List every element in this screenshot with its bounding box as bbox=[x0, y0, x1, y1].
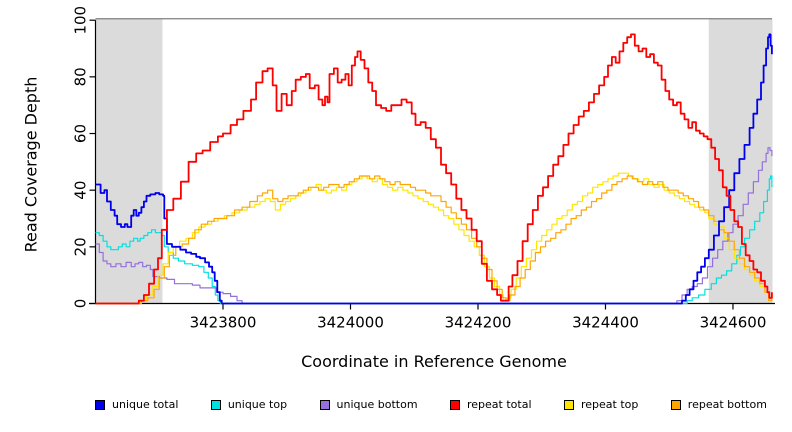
x-tick-label: 3424000 bbox=[317, 314, 384, 332]
masked-region-left bbox=[95, 18, 163, 304]
y-tick-label: 80 bbox=[72, 67, 90, 86]
legend-item-unique-top: unique top bbox=[210, 398, 288, 411]
series-line-unique-bottom bbox=[95, 147, 773, 305]
series-line-repeat-top bbox=[95, 172, 773, 305]
legend-swatch-repeat-bottom bbox=[670, 399, 681, 410]
legend-label: repeat bottom bbox=[687, 398, 767, 411]
x-axis-title: Coordinate in Reference Genome bbox=[301, 352, 567, 371]
x-tick-label: 3423800 bbox=[190, 314, 257, 332]
series-line-unique-total bbox=[95, 33, 773, 305]
y-tick-label: 60 bbox=[72, 124, 90, 143]
x-tick-label: 3424600 bbox=[700, 314, 767, 332]
legend-label: unique total bbox=[112, 398, 179, 411]
series-line-repeat-total bbox=[95, 33, 773, 305]
series-line-unique-top bbox=[95, 175, 773, 305]
y-tick-label: 100 bbox=[72, 6, 90, 35]
y-axis-title-wrap: Read Coverage Depth bbox=[10, 0, 52, 328]
legend-item-unique-total: unique total bbox=[95, 398, 178, 411]
legend-item-unique-bottom: unique bottom bbox=[319, 398, 418, 411]
legend-item-repeat-top: repeat top bbox=[563, 398, 639, 411]
legend: unique total unique top unique bottom repea… bbox=[95, 398, 767, 411]
y-tick-label: 0 bbox=[72, 299, 90, 309]
y-tick-label: 20 bbox=[72, 237, 90, 256]
legend-swatch-unique-top bbox=[210, 399, 221, 410]
x-tick-label: 3424400 bbox=[572, 314, 639, 332]
legend-swatch-repeat-top bbox=[563, 399, 574, 410]
x-tick-label: 3424200 bbox=[445, 314, 512, 332]
legend-item-repeat-bottom: repeat bottom bbox=[670, 398, 767, 411]
y-tick-label: 40 bbox=[72, 181, 90, 200]
legend-swatch-repeat-total bbox=[450, 399, 460, 410]
legend-swatch-unique-bottom bbox=[319, 399, 330, 410]
series-line-repeat-bottom bbox=[95, 175, 773, 305]
legend-label: unique bottom bbox=[336, 398, 418, 411]
legend-swatch-unique-total bbox=[95, 399, 105, 410]
legend-item-repeat-total: repeat total bbox=[450, 398, 532, 411]
y-axis-title: Read Coverage Depth bbox=[21, 76, 41, 252]
legend-label: repeat total bbox=[467, 398, 532, 411]
legend-label: unique top bbox=[227, 398, 288, 411]
legend-label: repeat top bbox=[580, 398, 639, 411]
